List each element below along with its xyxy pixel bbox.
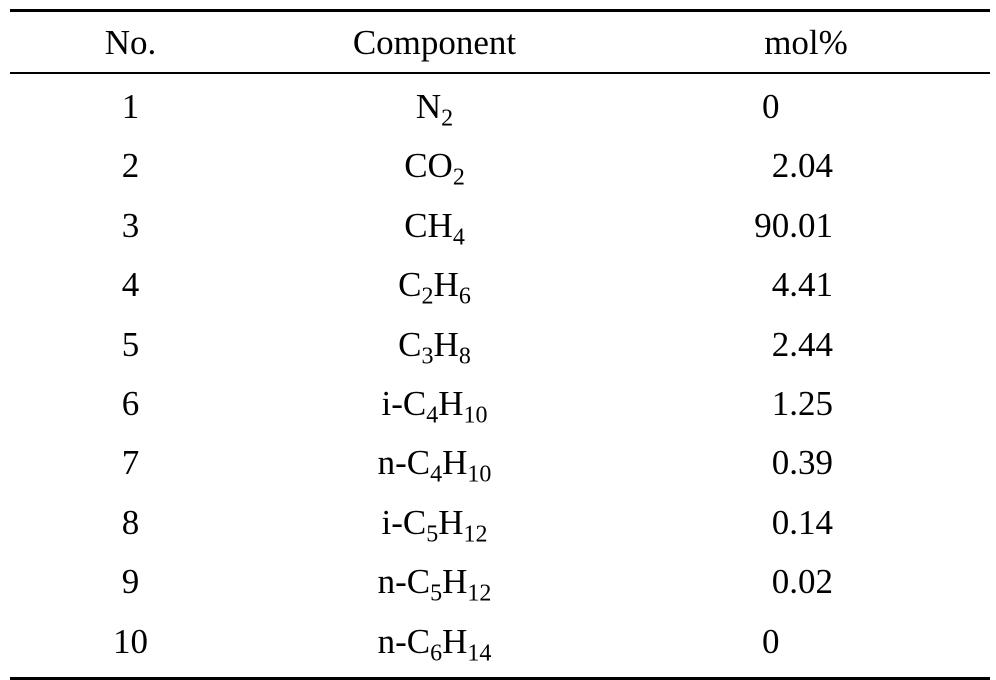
mol-percent-value: 0 [762,621,780,661]
composition-table: No. Component mol% 1 N2 0 2 CO2 2.04 3 CH4 90.01… [10,9,990,680]
row-number: 3 [121,205,140,245]
header-component: Component [352,23,517,62]
formula-element: H [433,324,459,364]
table-body: 1 N2 0 2 CO2 2.04 3 CH4 90.01 4 C2H6 4.41 5 C3H8 2.44 6… [10,74,990,671]
row-number: 9 [121,562,140,602]
formula-element: C [402,502,427,542]
mol-percent-value: 0.02 [771,562,833,602]
component-formula: i-C5H12 [233,493,636,552]
formula-element: H [433,265,459,305]
component-formula: n-C6H14 [233,612,636,671]
isomer-prefix: n- [377,562,407,602]
mol-percent-value: 2.04 [771,146,833,186]
isomer-prefix: n- [377,443,407,483]
mol-percent-value: 2.44 [771,324,833,364]
isomer-prefix: i- [381,383,403,423]
table-row: 3 CH4 90.01 [10,196,990,255]
formula-element: H [442,621,468,661]
component-formula: CO2 [233,136,636,195]
mol-percent-value: 4.41 [771,265,833,305]
formula-subscript: 6 [430,640,443,667]
mol-percent-value: 0 [762,87,780,126]
formula-subscript: 10 [467,462,492,489]
component-formula: i-C4H10 [233,374,636,433]
component-formula: C3H8 [233,315,636,374]
table-row: 8 i-C5H12 0.14 [10,493,990,552]
row-number: 1 [121,87,140,126]
table-row: 10 n-C6H14 0 [10,612,990,671]
table-bottom-rule [10,676,990,680]
formula-element: C [398,324,422,364]
formula-subscript: 2 [421,283,434,310]
formula-subscript: 2 [441,105,454,132]
row-number: 7 [121,443,140,483]
mol-percent-value: 0.14 [771,502,833,542]
table-row: 4 C2H6 4.41 [10,255,990,314]
formula-subscript: 5 [426,521,439,548]
formula-element: C [398,265,422,305]
formula-subscript: 12 [463,521,488,548]
row-number: 2 [121,146,140,186]
formula-element: C [406,562,431,602]
formula-element: C [402,383,427,423]
formula-element: H [438,383,464,423]
formula-element: CO [404,146,453,186]
formula-subscript: 4 [430,462,443,489]
formula-subscript: 12 [467,580,492,607]
table-row: 5 C3H8 2.44 [10,315,990,374]
row-number: 8 [121,502,140,542]
formula-element: H [438,502,464,542]
mol-percent-value: 90.01 [754,205,833,245]
formula-subscript: 10 [463,402,488,429]
table-top-rule [10,9,990,12]
isomer-prefix: i- [381,502,403,542]
formula-subscript: 14 [467,640,492,667]
component-formula: N2 [233,77,636,136]
isomer-prefix: n- [377,621,407,661]
header-mol-percent: mol% [764,23,848,62]
formula-subscript: 8 [458,343,471,370]
table-row: 1 N2 0 [10,77,990,136]
row-number: 4 [121,265,140,305]
table-header-row: No. Component mol% [10,12,990,72]
formula-subscript: 5 [430,580,443,607]
component-formula: n-C5H12 [233,552,636,611]
table-header-rule [10,72,990,74]
formula-element: C [406,443,431,483]
formula-subscript: 3 [421,343,434,370]
table-row: 6 i-C4H10 1.25 [10,374,990,433]
header-no: No. [104,23,157,62]
table-row: 7 n-C4H10 0.39 [10,433,990,492]
component-formula: C2H6 [233,255,636,314]
mol-percent-value: 1.25 [771,383,833,423]
formula-subscript: 4 [452,224,465,251]
formula-subscript: 2 [452,165,465,192]
component-formula: CH4 [233,196,636,255]
mol-percent-value: 0.39 [771,443,833,483]
row-number: 10 [113,621,148,661]
row-number: 6 [121,383,140,423]
formula-element: CH [404,205,453,245]
formula-element: H [442,443,468,483]
formula-element: C [406,621,431,661]
formula-subscript: 6 [458,283,471,310]
table-row: 9 n-C5H12 0.02 [10,552,990,611]
formula-subscript: 4 [426,402,439,429]
row-number: 5 [121,324,140,364]
formula-element: H [442,562,468,602]
component-formula: n-C4H10 [233,433,636,492]
table-row: 2 CO2 2.04 [10,136,990,195]
formula-element: N [415,87,442,126]
